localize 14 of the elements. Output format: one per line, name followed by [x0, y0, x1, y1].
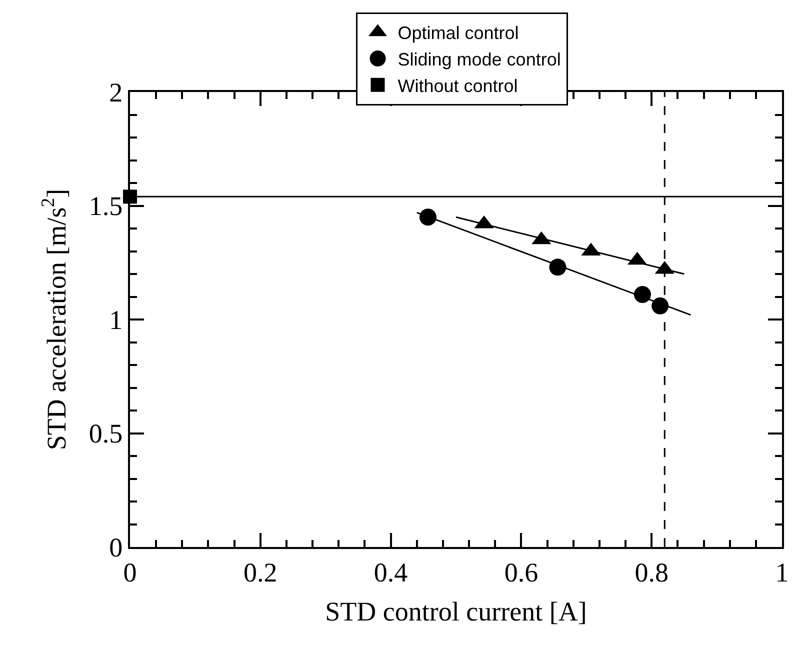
x-tick-label: 0.4 — [374, 557, 408, 588]
legend-label: Sliding mode control — [398, 49, 561, 70]
x-tick-label: 0.6 — [504, 557, 538, 588]
legend-label: Optimal control — [398, 23, 519, 44]
x-tick-label: 0.2 — [244, 557, 278, 588]
y-tick-label: 0 — [109, 532, 123, 562]
y-tick-label: 0.5 — [88, 418, 123, 449]
x-tick-label: 0.8 — [634, 557, 668, 588]
y-tick-label: 1.5 — [88, 191, 123, 222]
x-axis-title: STD control current [A] — [325, 596, 587, 626]
legend-label: Without control — [398, 76, 518, 96]
x-tick-label: 1 — [775, 557, 789, 588]
y-tick-label: 1 — [109, 304, 123, 335]
y-tick-label: 2 — [109, 77, 123, 108]
